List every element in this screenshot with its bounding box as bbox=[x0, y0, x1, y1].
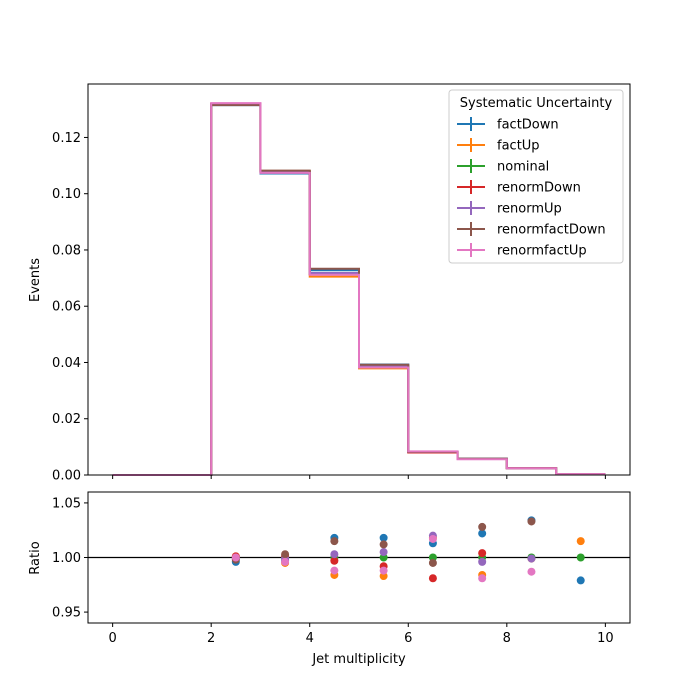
ratio-point-renormfactup bbox=[281, 557, 290, 566]
legend-entry-renormup: renormUp bbox=[457, 201, 562, 217]
ratio-point-renormfactup bbox=[527, 567, 536, 576]
legend-label-renormup: renormUp bbox=[497, 202, 562, 217]
ratio-point-factup bbox=[576, 537, 585, 546]
legend-entry-factup: factUp bbox=[457, 138, 540, 154]
ratio-y-axis-label: Ratio bbox=[28, 541, 43, 574]
main-y-axis-label: Events bbox=[28, 258, 43, 302]
ratio-point-renormfactup bbox=[231, 553, 240, 562]
legend-label-factdown: factDown bbox=[497, 118, 559, 133]
ratio-y-tick-label: 1.00 bbox=[52, 551, 81, 566]
ratio-point-renormfactdown bbox=[527, 517, 536, 526]
ratio-point-renormfactdown bbox=[428, 558, 437, 567]
main-y-tick-label: 0.04 bbox=[52, 356, 81, 371]
main-y-tick-label: 0.00 bbox=[52, 469, 81, 484]
ratio-x-axis-label: Jet multiplicity bbox=[311, 652, 406, 667]
ratio-x-tick-label: 10 bbox=[597, 631, 614, 646]
main-histogram-panel: 0.00 0.02 0.04 0.06 0.08 0.10 0.12 Events Syst… bbox=[28, 83, 631, 484]
ratio-panel: 0.95 1.00 1.05 0 2 4 6 8 10 Ratio Jet multiplic… bbox=[28, 491, 631, 667]
ratio-point-renormdown bbox=[478, 549, 487, 558]
ratio-point-renormfactup bbox=[379, 566, 388, 575]
main-x-axis-ticks bbox=[112, 475, 606, 479]
histogram-curves bbox=[112, 102, 606, 476]
ratio-x-tick-label: 0 bbox=[108, 631, 116, 646]
legend-title: Systematic Uncertainty bbox=[460, 96, 613, 111]
ratio-x-tick-label: 4 bbox=[306, 631, 314, 646]
ratio-point-renormfactdown bbox=[379, 540, 388, 549]
ratio-point-renormfactdown bbox=[330, 537, 339, 546]
ratio-point-nominal bbox=[576, 553, 585, 562]
ratio-point-renormfactup bbox=[428, 534, 437, 543]
legend-entry-renormfactdown: renormfactDown bbox=[457, 222, 606, 238]
main-y-tick-label: 0.10 bbox=[52, 187, 81, 202]
legend-entries: factDown factUp nominal renormDown renormUp r… bbox=[457, 117, 606, 259]
ratio-x-tick-label: 6 bbox=[404, 631, 412, 646]
ratio-x-tick-label: 8 bbox=[503, 631, 511, 646]
ratio-point-renormfactdown bbox=[281, 550, 290, 559]
ratio-point-renormdown bbox=[330, 556, 339, 565]
ratio-point-factdown bbox=[379, 533, 388, 542]
legend-label-renormfactdown: renormfactDown bbox=[497, 223, 606, 238]
histogram-line-renormfactup bbox=[112, 102, 606, 476]
ratio-point-renormfactup bbox=[330, 566, 339, 575]
ratio-point-renormup bbox=[527, 554, 536, 563]
legend-label-renormdown: renormDown bbox=[497, 181, 581, 196]
main-y-axis-ticks: 0.00 0.02 0.04 0.06 0.08 0.10 0.12 bbox=[52, 131, 88, 484]
ratio-point-renormup bbox=[478, 557, 487, 566]
ratio-points bbox=[231, 516, 585, 585]
ratio-y-axis-ticks: 0.95 1.00 1.05 bbox=[52, 496, 88, 621]
ratio-point-renormup bbox=[330, 550, 339, 559]
ratio-x-axis-ticks: 0 2 4 6 8 10 bbox=[108, 623, 614, 646]
legend-entry-nominal: nominal bbox=[457, 159, 549, 175]
ratio-point-factdown bbox=[478, 529, 487, 538]
legend: Systematic Uncertainty factDown factUp nom… bbox=[448, 89, 624, 264]
main-y-tick-label: 0.12 bbox=[52, 131, 81, 146]
ratio-point-renormfactdown bbox=[478, 522, 487, 531]
ratio-point-renormup bbox=[379, 548, 388, 557]
legend-label-renormfactup: renormfactUp bbox=[497, 244, 587, 259]
ratio-point-renormfactup bbox=[478, 574, 487, 583]
ratio-point-renormdown bbox=[428, 574, 437, 583]
main-y-tick-label: 0.02 bbox=[52, 412, 81, 427]
legend-label-factup: factUp bbox=[497, 139, 540, 154]
legend-box bbox=[448, 89, 624, 264]
legend-entry-renormfactup: renormfactUp bbox=[457, 243, 587, 259]
main-axes-frame bbox=[87, 83, 631, 476]
ratio-y-tick-label: 0.95 bbox=[52, 606, 81, 621]
ratio-point-factdown bbox=[576, 576, 585, 585]
legend-entry-renormdown: renormDown bbox=[457, 180, 581, 196]
ratio-y-tick-label: 1.05 bbox=[52, 496, 81, 511]
legend-label-nominal: nominal bbox=[497, 160, 549, 175]
ratio-x-tick-label: 2 bbox=[207, 631, 215, 646]
main-y-tick-label: 0.08 bbox=[52, 243, 81, 258]
legend-entry-factdown: factDown bbox=[457, 117, 559, 133]
main-y-tick-label: 0.06 bbox=[52, 300, 81, 315]
ratio-axes-frame bbox=[87, 491, 631, 624]
